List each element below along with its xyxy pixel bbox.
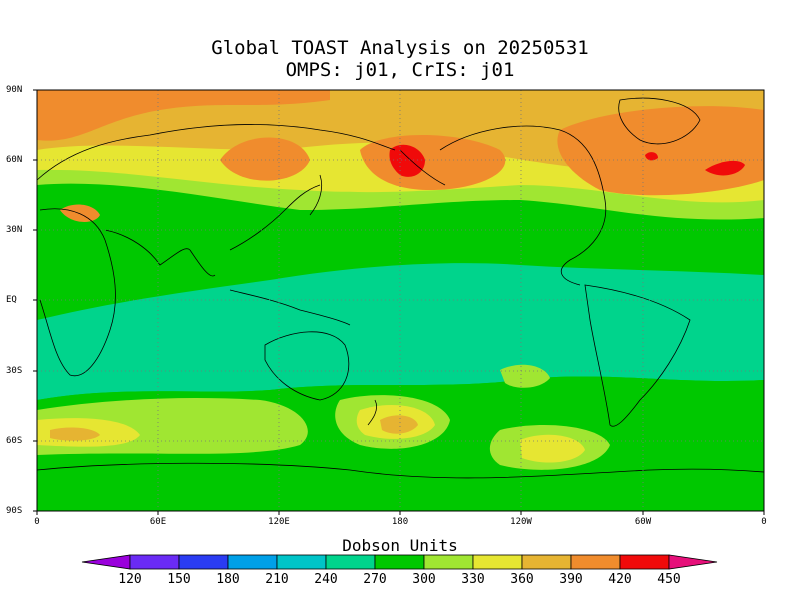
lon-label-60e: 60E (149, 517, 167, 527)
colorbar-tick-label: 330 (461, 572, 485, 587)
colorbar-tick-label: 150 (167, 572, 191, 587)
colorbar-segment (619, 554, 670, 570)
colorbar-tick-label: 180 (216, 572, 240, 587)
colorbar-segment (472, 554, 523, 570)
colorbar-max-arrow (668, 554, 718, 570)
ozone-contour-o2 (220, 137, 310, 181)
colorbar-segment (521, 554, 572, 570)
lat-label-60s: 60S (6, 436, 23, 446)
colorbar-tick-label: 390 (559, 572, 583, 587)
colorbar (81, 554, 718, 570)
ozone-contour-s330d (500, 364, 550, 388)
lon-label-120w: 120W (510, 517, 532, 527)
colorbar-segment (374, 554, 425, 570)
colorbar-tick-label: 360 (510, 572, 534, 587)
ozone-contour-s390a (50, 427, 100, 441)
colorbar-tick-label: 300 (412, 572, 436, 587)
colorbar-segment (276, 554, 327, 570)
colorbar-tick-label: 270 (363, 572, 387, 587)
colorbar-tick-label: 210 (265, 572, 289, 587)
ozone-contour-o1 (37, 90, 330, 141)
colorbar-segment (325, 554, 376, 570)
map-title: Global TOAST Analysis on 20250531 (211, 37, 589, 59)
colorbar-tick-label: 420 (608, 572, 632, 587)
ozone-contour-r2 (705, 160, 745, 176)
axis-ticks (33, 89, 765, 515)
lon-label-0-left: 0 (34, 517, 40, 527)
lat-label-30n: 30N (6, 225, 23, 235)
lon-label-180: 180 (391, 517, 409, 527)
ozone-contour-trop (37, 263, 764, 400)
map-subtitle: OMPS: j01, CrIS: j01 (285, 59, 515, 81)
lat-label-30s: 30S (6, 366, 23, 376)
ozone-contour-s360c (520, 434, 585, 463)
colorbar-segment (227, 554, 278, 570)
ozone-contour-spole (37, 464, 764, 511)
lat-label-90n: 90N (6, 85, 23, 95)
colorbar-tick-label: 450 (657, 572, 681, 587)
ozone-field (37, 90, 764, 511)
colorbar-min-arrow (81, 554, 131, 570)
lat-label-eq: EQ (6, 295, 17, 305)
colorbar-segment (423, 554, 474, 570)
coastlines (37, 97, 764, 479)
ozone-contour-r3 (645, 152, 658, 161)
colorbar-segment (570, 554, 621, 570)
colorbar-title: Dobson Units (342, 536, 458, 555)
ozone-map (33, 89, 765, 515)
lat-label-60n: 60N (6, 155, 23, 165)
lat-label-90s: 90S (6, 506, 23, 516)
lon-label-0-right: 0 (761, 517, 767, 527)
lon-label-120e: 120E (268, 517, 290, 527)
colorbar-segment (129, 554, 180, 570)
ozone-contour-r1 (389, 144, 425, 177)
ozone-contour-s390b (380, 415, 418, 434)
colorbar-tick-label: 240 (314, 572, 338, 587)
ozone-contour-o5 (60, 204, 100, 222)
colorbar-tick-label: 120 (118, 572, 142, 587)
lon-label-60w: 60W (634, 517, 652, 527)
colorbar-segment (178, 554, 229, 570)
